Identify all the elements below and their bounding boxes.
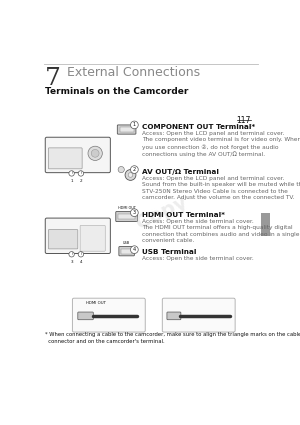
Text: 1: 1 xyxy=(133,122,136,128)
Text: Access: Open the side terminal cover.: Access: Open the side terminal cover. xyxy=(142,256,254,261)
Text: 2: 2 xyxy=(80,179,82,183)
Text: HDMI OUT Terminal*: HDMI OUT Terminal* xyxy=(142,212,225,218)
FancyBboxPatch shape xyxy=(117,125,136,134)
Text: 4: 4 xyxy=(80,260,82,264)
Text: 3: 3 xyxy=(133,210,136,215)
Circle shape xyxy=(69,171,74,176)
Circle shape xyxy=(91,150,99,157)
Text: 2: 2 xyxy=(133,167,136,172)
Circle shape xyxy=(88,146,102,161)
Text: HDMI OUT: HDMI OUT xyxy=(85,301,106,305)
Circle shape xyxy=(130,246,138,253)
Text: 3: 3 xyxy=(70,260,73,264)
Circle shape xyxy=(69,252,74,257)
FancyBboxPatch shape xyxy=(45,218,110,253)
FancyBboxPatch shape xyxy=(72,298,145,332)
Text: Access: Open the side terminal cover.
The HDMI OUT terminal offers a high-qualit: Access: Open the side terminal cover. Th… xyxy=(142,219,300,243)
Text: * When connecting a cable to the camcorder, make sure to align the triangle mark: * When connecting a cable to the camcord… xyxy=(45,332,300,344)
Text: Access: Open the LCD panel and terminal cover.
The component video terminal is f: Access: Open the LCD panel and terminal … xyxy=(142,131,300,157)
FancyBboxPatch shape xyxy=(80,225,105,251)
FancyBboxPatch shape xyxy=(167,312,181,320)
Text: 1: 1 xyxy=(70,179,73,183)
Bar xyxy=(121,249,132,253)
FancyBboxPatch shape xyxy=(119,246,134,256)
FancyBboxPatch shape xyxy=(48,148,82,169)
Text: 117: 117 xyxy=(236,116,250,125)
Bar xyxy=(261,212,270,236)
FancyBboxPatch shape xyxy=(45,137,110,173)
Text: USB: USB xyxy=(123,241,130,245)
Text: External Connections: External Connections xyxy=(67,65,200,79)
Bar xyxy=(118,214,135,219)
Circle shape xyxy=(78,252,84,257)
Circle shape xyxy=(130,209,138,217)
Text: COMPONENT OUT Terminal*: COMPONENT OUT Terminal* xyxy=(142,124,255,130)
FancyBboxPatch shape xyxy=(116,212,137,221)
Text: 7: 7 xyxy=(45,67,61,90)
FancyBboxPatch shape xyxy=(48,230,78,249)
Text: Copy: Copy xyxy=(133,193,190,233)
Text: HDMI OUT: HDMI OUT xyxy=(118,206,136,210)
Text: Access: Open the LCD panel and terminal cover.
Sound from the built-in speaker w: Access: Open the LCD panel and terminal … xyxy=(142,176,300,200)
Circle shape xyxy=(125,170,136,180)
Circle shape xyxy=(78,171,84,176)
Circle shape xyxy=(118,167,124,173)
Circle shape xyxy=(128,173,133,177)
Text: Terminals on the Camcorder: Terminals on the Camcorder xyxy=(45,87,189,96)
Circle shape xyxy=(130,121,138,129)
FancyBboxPatch shape xyxy=(78,312,93,320)
FancyBboxPatch shape xyxy=(162,298,235,332)
Text: 4: 4 xyxy=(133,247,136,252)
Text: AV OUT/Ω Terminal: AV OUT/Ω Terminal xyxy=(142,169,219,175)
Bar xyxy=(120,127,134,132)
Text: USB Terminal: USB Terminal xyxy=(142,249,196,255)
Circle shape xyxy=(130,166,138,173)
